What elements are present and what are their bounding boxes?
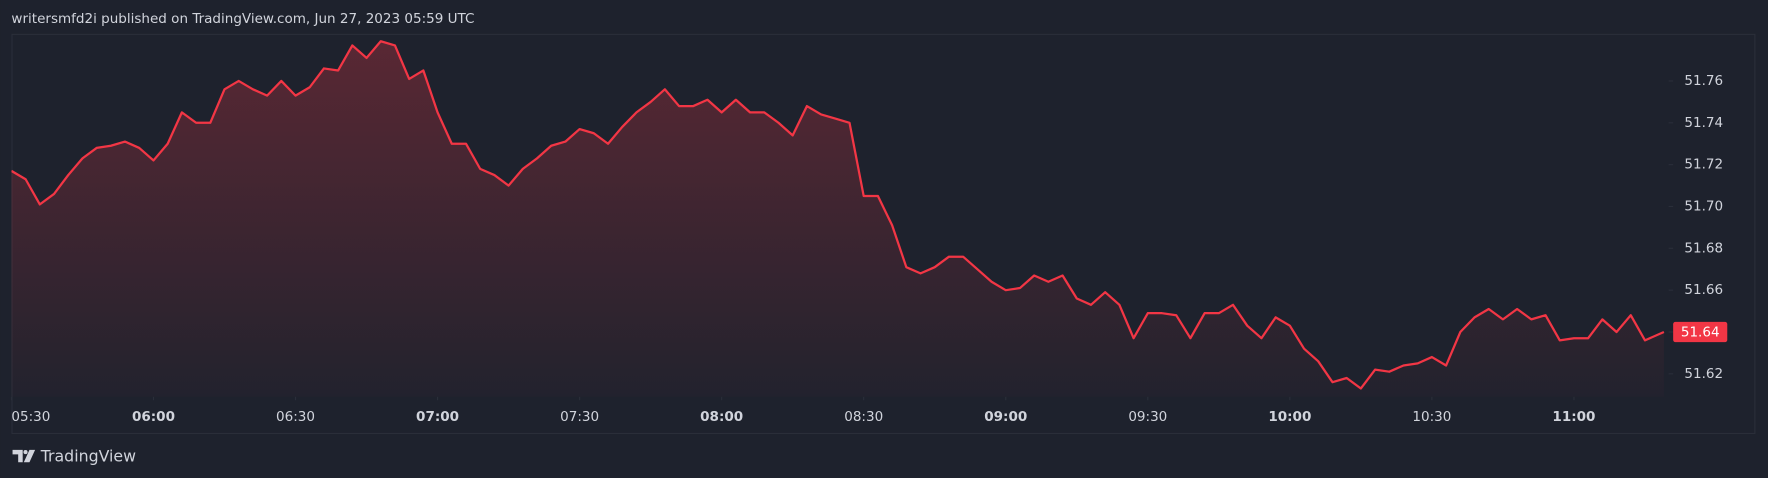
x-tick-label: 07:30	[560, 409, 599, 425]
logo	[12, 449, 36, 463]
x-tick-label: 06:30	[276, 409, 315, 425]
header-text: writersmfd2i published on TradingView.co…	[11, 11, 474, 27]
price-line	[11, 40, 1665, 390]
y-tick-label: 51.70	[1684, 198, 1723, 214]
y-tick-label: 51.74	[1684, 115, 1723, 131]
y-tick-label: 51.68	[1684, 240, 1723, 256]
x-tick-label: 07:00	[416, 409, 459, 425]
area-fill	[11, 41, 1664, 397]
series	[11, 40, 1665, 397]
x-tick-label: 10:00	[1268, 409, 1311, 425]
x-tick-label: 06:00	[132, 409, 175, 425]
x-tick-label: 11:00	[1552, 409, 1595, 425]
last-price-label: 51.64	[1681, 325, 1720, 341]
x-tick-label: 08:00	[700, 409, 743, 425]
x-tick-label: 09:00	[984, 409, 1027, 425]
y-tick-label: 51.76	[1684, 73, 1723, 89]
last-price-badge	[1673, 321, 1728, 343]
y-tick-label: 51.62	[1684, 366, 1723, 382]
y-tick-label: 51.72	[1684, 157, 1723, 173]
x-tick-label: 09:30	[1128, 409, 1167, 425]
footer-text: TradingView	[40, 447, 136, 466]
x-tick-label: 10:30	[1412, 409, 1451, 425]
y-tick-label: 51.66	[1684, 282, 1723, 298]
x-tick-label: 08:30	[844, 409, 883, 425]
x-tick-label: 05:30	[11, 409, 50, 425]
